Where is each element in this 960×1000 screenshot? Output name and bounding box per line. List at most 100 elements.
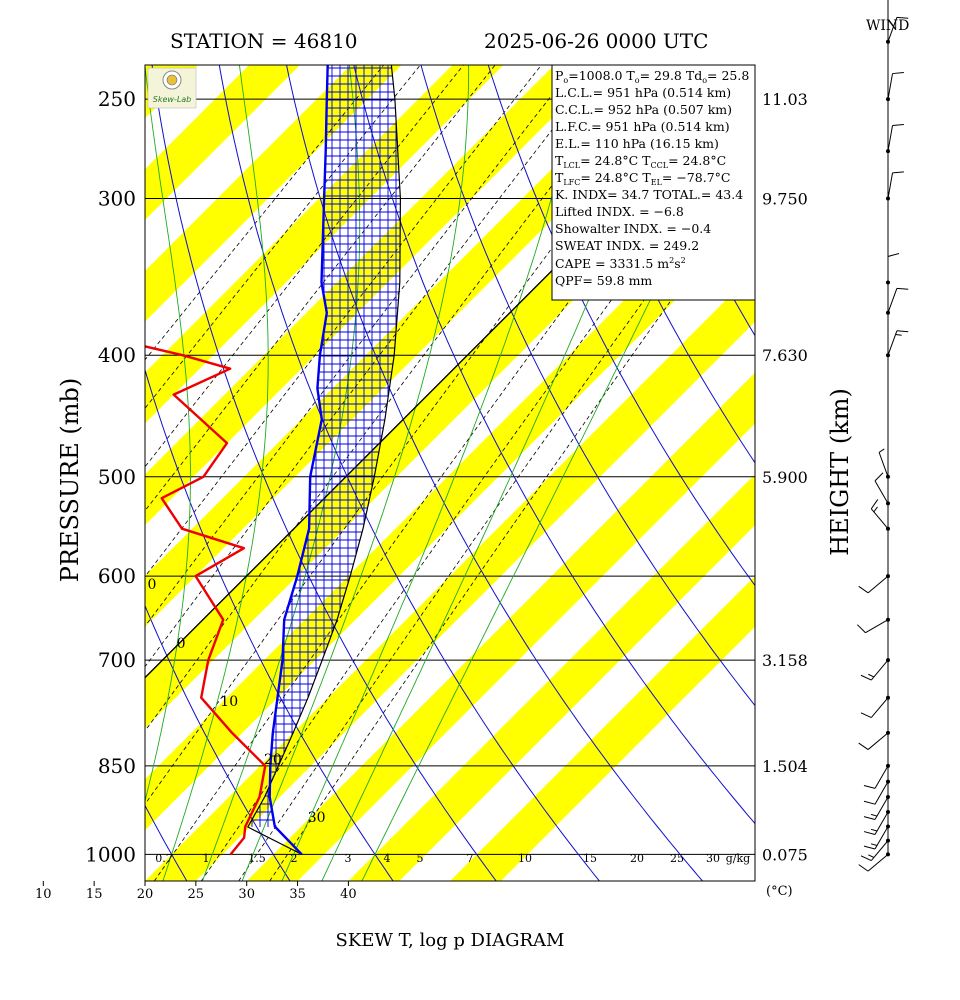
height-axis-labels: 16.6814.3312.5311.039.7507.6305.9003.158… bbox=[762, 90, 808, 864]
wind-barb-shaft bbox=[867, 732, 889, 750]
isotherm-band bbox=[348, 474, 755, 881]
mixing-ratio-line bbox=[145, 65, 645, 732]
ccl-value: C.C.L.= 952 hPa (0.507 km) bbox=[555, 102, 732, 117]
mixing-ratio-label: 7 bbox=[467, 852, 474, 865]
wind-barb-shaft bbox=[887, 73, 894, 100]
dry-adiabat bbox=[145, 604, 291, 881]
isotherm-label: 30 bbox=[308, 810, 326, 826]
wind-barb-flag bbox=[858, 864, 869, 872]
mixing-ratio-label: 25 bbox=[670, 852, 684, 865]
temp-tick-label: 25 bbox=[188, 887, 205, 902]
height-tick-label: 0.075 bbox=[762, 845, 808, 864]
wind-barb-flag bbox=[896, 330, 909, 333]
wind-barb-shaft bbox=[874, 796, 889, 820]
mixing-ratio-line bbox=[145, 65, 576, 627]
wind-barb-shaft bbox=[867, 854, 889, 872]
wind-barb-shaft bbox=[878, 452, 889, 477]
mixing-ratio-labels: 0.7 1 1.5 2 3 4 5 7 10 15 20 25 30 g/kg bbox=[155, 852, 750, 865]
wind-barb-shaft bbox=[887, 172, 894, 199]
pressure-tick-label: 700 bbox=[98, 648, 136, 672]
wind-barb-shaft bbox=[887, 17, 898, 42]
tlcl-value: TLCL= 24.8°C TCCL= 24.8°C bbox=[555, 153, 726, 170]
station-label: STATION = 46810 bbox=[170, 29, 358, 53]
moist-adiabat bbox=[145, 65, 191, 803]
wind-barb-half bbox=[878, 448, 885, 453]
isotherm-band bbox=[145, 65, 504, 424]
temp-tick-label: 40 bbox=[340, 887, 357, 902]
temp-unit-label: (°C) bbox=[766, 884, 793, 899]
isotherm-label: -40 bbox=[3, 403, 26, 419]
wind-barb-shaft bbox=[865, 619, 889, 634]
chart-title: SKEW T, log p DIAGRAM bbox=[336, 930, 565, 951]
wind-barb-shaft bbox=[887, 125, 894, 152]
mixing-ratio-label: 1.5 bbox=[248, 852, 266, 865]
moist-adiabat bbox=[0, 0, 15, 881]
moist-adiabat bbox=[241, 65, 470, 881]
dry-adiabat bbox=[151, 65, 497, 881]
lcl-value: L.C.L.= 951 hPa (0.514 km) bbox=[555, 85, 731, 100]
moist-adiabat bbox=[162, 65, 269, 881]
parcel-curve bbox=[247, 65, 401, 855]
isotherm-band bbox=[145, 65, 300, 220]
wind-barb-shaft bbox=[870, 840, 889, 861]
mixing-ratio-label: 2 bbox=[291, 852, 298, 865]
skewlab-logo: Skew-Lab bbox=[147, 67, 197, 109]
wind-barb-half bbox=[870, 828, 878, 832]
temp-tick-label: 10 bbox=[35, 887, 52, 902]
wind-barb-shaft bbox=[874, 826, 889, 850]
profiles bbox=[145, 65, 401, 856]
wind-barbs bbox=[857, 0, 909, 872]
height-tick-label: 9.750 bbox=[762, 190, 808, 209]
wind-barb-half bbox=[868, 854, 875, 858]
mixing-ratio-label: 15 bbox=[583, 852, 597, 865]
dry-adiabat bbox=[420, 65, 755, 707]
plot-frame bbox=[144, 64, 756, 882]
wind-barb-flag bbox=[863, 831, 876, 835]
mixing-ratio-label: 10 bbox=[518, 852, 532, 865]
pressure-tick-label: 1000 bbox=[85, 842, 136, 866]
wind-barb-flag bbox=[896, 287, 909, 290]
wind-barb-shaft bbox=[870, 659, 889, 681]
wind-barb-flag bbox=[887, 252, 900, 257]
height-tick-label: 5.900 bbox=[762, 468, 808, 487]
mixing-ratio-line bbox=[145, 65, 421, 409]
isotherm-label: 0 bbox=[177, 636, 186, 652]
wind-barb-flag bbox=[863, 816, 876, 821]
cape-hatch bbox=[247, 65, 401, 827]
cape-value: CAPE = 3331.5 m2s2 bbox=[555, 256, 686, 271]
isotherm-band bbox=[0, 0, 53, 881]
height-tick-label: 7.630 bbox=[762, 346, 808, 365]
wind-barb-shaft bbox=[887, 288, 898, 313]
dry-adiabat bbox=[286, 65, 703, 881]
wind-barb-flag bbox=[863, 800, 876, 805]
lifted-index-value: Lifted INDX. = −6.8 bbox=[555, 204, 684, 219]
mixing-ratio-label: 30 bbox=[706, 852, 720, 865]
mixing-ratio-unit: g/kg bbox=[726, 852, 750, 865]
wind-barb-flag bbox=[863, 845, 876, 850]
mixing-ratio-line bbox=[145, 65, 691, 805]
mixing-ratio-label: 20 bbox=[630, 852, 644, 865]
dry-adiabat bbox=[487, 65, 755, 587]
el-value: E.L.= 110 hPa (16.15 km) bbox=[555, 136, 719, 151]
wind-barb-shaft bbox=[867, 575, 889, 594]
mixing-ratio-label: 1 bbox=[203, 852, 210, 865]
temperature-curve bbox=[268, 65, 329, 856]
qpf-value: QPF= 59.8 mm bbox=[555, 273, 652, 288]
wind-barb-shaft bbox=[870, 697, 889, 718]
mixing-ratio-label: 5 bbox=[417, 852, 424, 865]
mixing-ratio-label: 3 bbox=[345, 852, 352, 865]
dry-adiabat bbox=[145, 368, 394, 881]
pressure-tick-label: 500 bbox=[98, 465, 136, 489]
mixing-ratio-line bbox=[200, 102, 755, 881]
y-axis-title: PRESSURE (mb) bbox=[56, 378, 84, 583]
pressure-tick-label: 300 bbox=[98, 187, 136, 211]
isotherm-label: -20 bbox=[91, 518, 114, 534]
dewpoint-curve bbox=[145, 345, 267, 856]
mixing-ratio-line bbox=[238, 145, 755, 881]
pressure-tick-label: 400 bbox=[98, 343, 136, 367]
pressure-axis-labels: 1001502002503004005006007008501000 bbox=[85, 87, 136, 866]
height-tick-label: 3.158 bbox=[762, 651, 808, 670]
